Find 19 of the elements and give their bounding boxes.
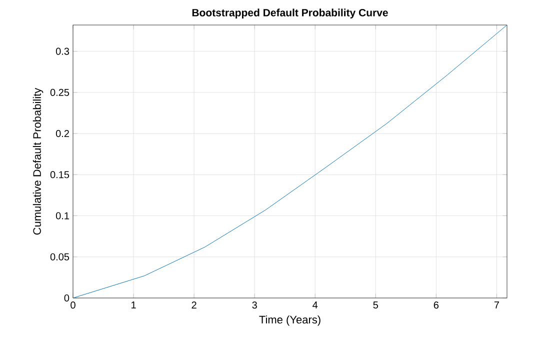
y-axis-title: Cumulative Default Probability xyxy=(32,88,44,235)
y-tick-label: 0 xyxy=(64,294,70,302)
y-tick-label: 0.3 xyxy=(56,48,70,55)
line-series xyxy=(73,25,507,298)
x-tick-label: 3 xyxy=(252,302,257,309)
y-tick-label: 0.05 xyxy=(50,253,70,260)
x-tick-label: 6 xyxy=(434,302,439,309)
y-tick-label: 0.1 xyxy=(56,212,69,220)
x-tick-label: 7 xyxy=(494,302,499,308)
x-tick-label: 5 xyxy=(373,302,378,308)
y-tick-label: 0.25 xyxy=(50,88,70,96)
y-tick-label: 0.2 xyxy=(56,130,69,138)
y-tick-label: 0.15 xyxy=(50,171,70,178)
x-tick-label: 1 xyxy=(132,302,136,308)
chart-title: Bootstrapped Default Probability Curve xyxy=(192,8,388,18)
x-tick-label: 0 xyxy=(70,302,76,309)
x-tick-label: 4 xyxy=(312,302,318,308)
x-axis-title: Time (Years) xyxy=(259,315,320,326)
x-tick-label: 2 xyxy=(192,302,196,308)
